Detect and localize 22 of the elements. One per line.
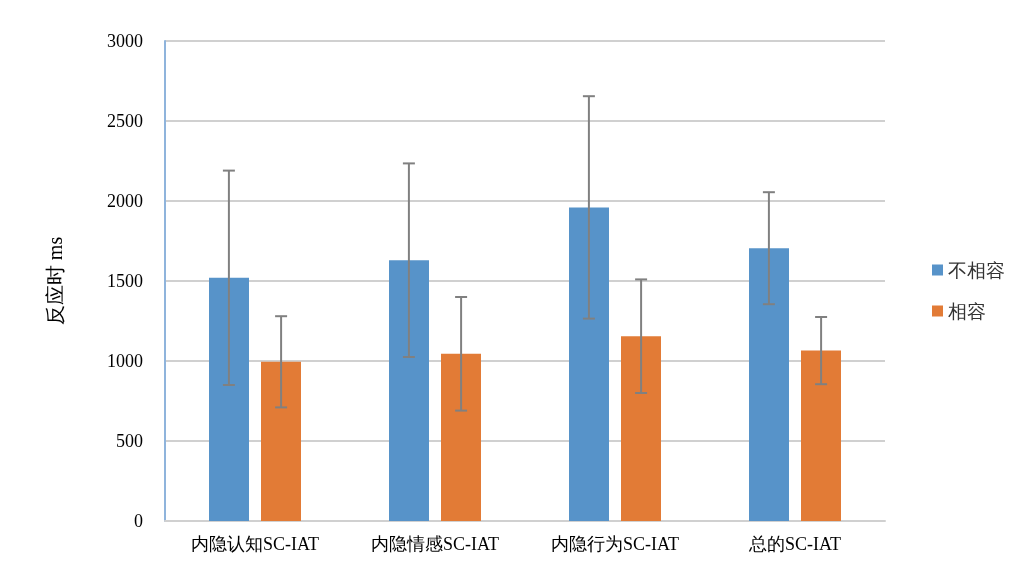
y-tick-label: 2000 [107, 191, 143, 211]
y-tick-label: 1000 [107, 351, 143, 371]
legend-label: 相容 [948, 300, 986, 322]
y-tick-label: 0 [134, 511, 143, 531]
x-tick-label: 内隐情感SC-IAT [370, 534, 500, 554]
y-axis-title: 反应时 ms [44, 236, 66, 326]
x-tick-label: 内隐行为SC-IAT [550, 534, 680, 554]
bar [621, 336, 661, 521]
y-tick-label: 500 [116, 431, 143, 451]
bar [389, 260, 429, 521]
y-tick-label: 2500 [107, 111, 143, 131]
bar [441, 353, 481, 521]
x-tick-label: 内隐认知SC-IAT [190, 534, 320, 554]
bar [801, 350, 841, 521]
bar [749, 248, 789, 521]
bar [209, 277, 249, 521]
bar [261, 361, 301, 521]
bar [569, 207, 609, 521]
x-tick-label: 总的SC-IAT [747, 534, 842, 554]
y-tick-label: 3000 [107, 31, 143, 51]
y-tick-label: 1500 [107, 271, 143, 291]
legend-label: 不相容 [948, 259, 1005, 281]
